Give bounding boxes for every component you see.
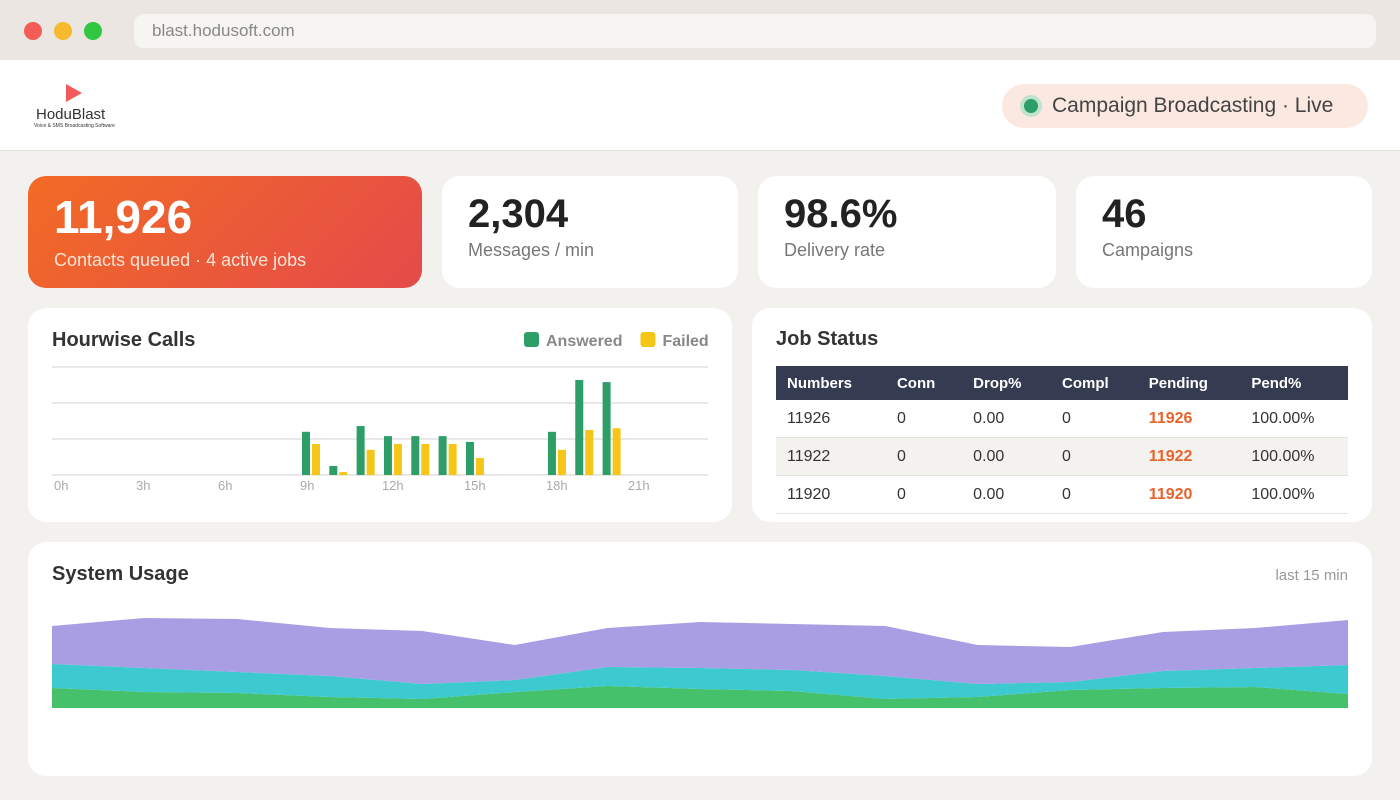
bar <box>411 436 420 475</box>
table-card: Job Status Numbers Conn Drop% Compl Pending P… <box>752 308 1372 522</box>
x-tick-label: 18h <box>546 478 568 493</box>
bar <box>438 436 447 475</box>
logo: HoduBlast <box>36 106 106 123</box>
kpi-card: 2,304 Messages / min <box>442 176 738 288</box>
area <box>52 618 1348 684</box>
cell: 11926 <box>776 400 886 438</box>
bar <box>547 431 556 475</box>
bar <box>301 431 310 475</box>
browser-bar: blast.hodusoft.com <box>0 0 1400 60</box>
cell: 100.00% <box>1240 400 1348 438</box>
x-tick-label: 0h <box>54 478 68 493</box>
close[interactable] <box>24 22 42 40</box>
cell: 11922 <box>776 437 886 476</box>
row: 11922 0 0.00 0 11922 100.00% <box>776 437 1348 476</box>
bar <box>575 379 584 475</box>
legend-swatch <box>524 332 539 347</box>
header: HoduBlast Voice & SMS Broadcasting Softw… <box>0 60 1400 151</box>
cell: 0 <box>885 437 963 476</box>
kpi-card: 98.6% Delivery rate <box>758 176 1056 288</box>
kpi-label: Messages / min <box>468 240 595 260</box>
cell: 11926 <box>1137 400 1241 438</box>
bar <box>448 444 457 475</box>
cell: 11920 <box>1137 475 1241 514</box>
job-table: Numbers Conn Drop% Compl Pending Pend% 11926 0 0… <box>776 366 1348 514</box>
x-tick-label: 3h <box>136 478 150 493</box>
minimize[interactable] <box>54 22 72 40</box>
cell: 0 <box>885 475 963 514</box>
cell: 11920 <box>776 475 886 514</box>
kpi-label: Campaigns <box>1102 240 1194 260</box>
column-header: Compl <box>1051 366 1138 400</box>
kpi-value: 46 <box>1102 192 1147 236</box>
column-header: Pend% <box>1240 366 1348 400</box>
maximize[interactable] <box>84 22 102 40</box>
cell: 11922 <box>1137 437 1241 476</box>
bar <box>602 382 611 475</box>
url-bar[interactable]: blast.hodusoft.com <box>134 14 1376 48</box>
status-badge: Campaign Broadcasting · Live <box>1002 84 1368 128</box>
cell: 0.00 <box>962 400 1052 438</box>
bar <box>465 441 474 475</box>
bar <box>356 426 365 475</box>
bar <box>366 449 375 475</box>
status-dot <box>1020 95 1042 117</box>
chart-title: System Usage <box>52 563 189 585</box>
kpi-value: 2,304 <box>468 192 569 236</box>
bar-card <box>28 308 732 522</box>
legend-swatch <box>640 332 656 347</box>
column-header: Pending <box>1137 366 1241 400</box>
row: 11926 0 0.00 0 11926 100.00% <box>776 400 1348 438</box>
column-header: Conn <box>885 366 963 400</box>
x-tick-label: 9h <box>300 478 314 493</box>
area <box>52 664 1348 699</box>
kpi-card: 46 Campaigns <box>1076 176 1372 288</box>
column-header: Numbers <box>776 366 886 400</box>
column-header: Drop% <box>962 366 1052 400</box>
bar <box>311 444 320 475</box>
chart-subtitle: last 15 min <box>1275 567 1348 584</box>
cell: 0.00 <box>962 475 1052 514</box>
bar <box>585 430 594 475</box>
table-title: Job Status <box>776 328 879 350</box>
bar <box>329 466 338 475</box>
kpi-label: Delivery rate <box>784 240 886 260</box>
bar <box>612 428 621 475</box>
kpi-value: 11,926 <box>54 191 193 243</box>
status-text: Campaign Broadcasting · Live <box>1052 94 1334 117</box>
bar <box>557 449 566 475</box>
bar <box>475 458 484 475</box>
cell: 0 <box>1051 400 1138 438</box>
legend-label: Answered <box>546 333 622 350</box>
x-tick-label: 21h <box>628 478 650 493</box>
cell: 100.00% <box>1240 475 1348 514</box>
kpi-label: Contacts queued · 4 active jobs <box>54 250 307 270</box>
bar <box>339 472 348 475</box>
area <box>52 686 1348 708</box>
logo-icon <box>66 84 82 102</box>
cell: 0 <box>1051 475 1138 514</box>
cell: 0.00 <box>962 437 1052 476</box>
row: 11920 0 0.00 0 11920 100.00% <box>776 475 1348 514</box>
x-tick-label: 6h <box>218 478 232 493</box>
kpi-card: 11,926 Contacts queued · 4 active jobs <box>28 176 422 288</box>
cell: 0 <box>885 400 963 438</box>
bar <box>383 436 392 475</box>
kpi-value: 98.6% <box>784 192 898 236</box>
tagline: Voice & SMS Broadcasting Software <box>34 123 115 129</box>
x-tick-label: 12h <box>382 478 404 493</box>
cell: 100.00% <box>1240 437 1348 476</box>
chart-title: Hourwise Calls <box>52 329 195 351</box>
x-tick-label: 15h <box>464 478 486 493</box>
cell: 0 <box>1051 437 1138 476</box>
bar <box>393 444 402 475</box>
legend-label: Failed <box>662 333 708 350</box>
header-row: Numbers Conn Drop% Compl Pending Pend% <box>776 366 1348 400</box>
bar <box>421 444 430 475</box>
